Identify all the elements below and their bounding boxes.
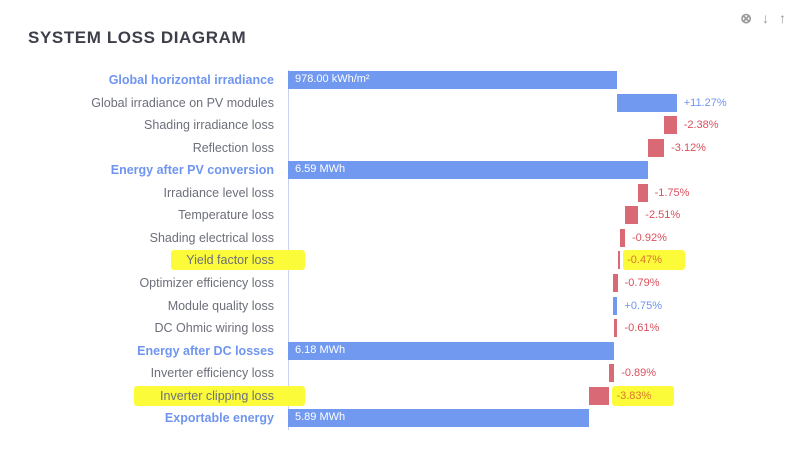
row-label: Optimizer efficiency loss	[139, 275, 274, 290]
gain-bar	[617, 93, 677, 112]
arrow-down-icon[interactable]: ↓	[762, 10, 769, 26]
row-label: Shading electrical loss	[149, 230, 274, 245]
row-label: Energy after PV conversion	[110, 163, 274, 178]
loss-bar	[625, 206, 639, 225]
total-bar-value: 978.00 kWh/m²	[295, 73, 370, 85]
delta-value-label: -0.47%	[627, 254, 662, 267]
loss-bar	[614, 319, 618, 338]
loss-bar	[589, 386, 610, 405]
row-label: Irradiance level loss	[163, 185, 274, 200]
chart-title: SYSTEM LOSS DIAGRAM	[28, 28, 247, 47]
row-label: Inverter efficiency loss	[150, 366, 274, 381]
value-highlight	[612, 385, 675, 406]
loss-bar	[647, 138, 665, 157]
label-highlight	[171, 250, 305, 271]
delta-value-label: -0.79%	[624, 276, 660, 289]
total-bar: 6.59 MWh	[288, 161, 648, 180]
delta-value-label: -0.89%	[621, 367, 657, 380]
row-label: Energy after DC losses	[137, 343, 274, 358]
loss-bar	[613, 273, 618, 292]
arrow-up-icon[interactable]: ↑	[779, 10, 786, 26]
delta-value-label: -0.61%	[624, 322, 660, 335]
total-bar: 978.00 kWh/m²	[288, 71, 617, 89]
row-label: Global irradiance on PV modules	[91, 95, 274, 110]
loss-bar	[638, 183, 648, 202]
row-label: Global horizontal irradiance	[108, 73, 274, 87]
delta-value-label: +11.27%	[683, 96, 727, 109]
loss-bar	[609, 364, 615, 383]
chart-axis-line	[288, 70, 289, 430]
gain-bar	[613, 296, 618, 315]
total-bar-value: 6.18 MWh	[295, 343, 346, 356]
delta-value-label: -2.51%	[645, 209, 681, 222]
row-label: DC Ohmic wiring loss	[154, 321, 274, 336]
row-label: Yield factor loss	[186, 253, 274, 268]
delta-value-label: -2.38%	[683, 119, 719, 132]
total-bar-value: 5.89 MWh	[295, 411, 346, 424]
chart-toolbar: ⊗ ↓ ↑	[740, 10, 786, 27]
delta-value-label: -3.83%	[616, 389, 652, 402]
row-label: Inverter clipping loss	[160, 388, 274, 403]
loss-bar	[617, 251, 621, 270]
total-bar: 6.18 MWh	[288, 341, 615, 360]
row-label: Reflection loss	[192, 140, 274, 155]
label-highlight	[134, 385, 305, 406]
loss-bar	[620, 228, 625, 247]
loss-bar	[664, 116, 677, 135]
total-bar-value: 6.59 MWh	[295, 163, 346, 176]
row-label: Temperature loss	[178, 208, 274, 223]
row-label: Module quality loss	[167, 298, 274, 313]
delta-value-label: +0.75%	[624, 299, 663, 312]
delta-value-label: -3.12%	[671, 141, 706, 154]
value-highlight	[623, 250, 686, 271]
close-circle-icon[interactable]: ⊗	[740, 10, 752, 26]
delta-value-label: -0.92%	[632, 231, 667, 244]
row-label: Exportable energy	[164, 411, 274, 426]
row-label: Shading irradiance loss	[144, 118, 274, 133]
total-bar: 5.89 MWh	[288, 409, 590, 428]
delta-value-label: -1.75%	[654, 186, 690, 199]
